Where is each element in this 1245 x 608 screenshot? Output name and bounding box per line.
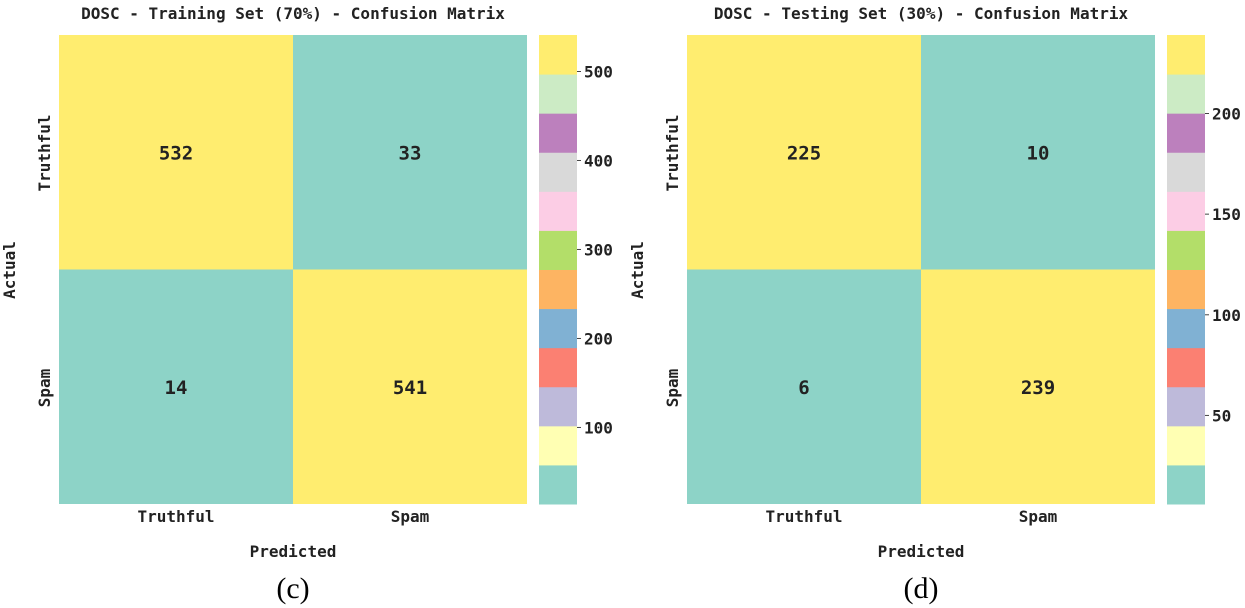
colorbar-segment — [539, 113, 577, 153]
cell-value-label: 532 — [159, 142, 193, 164]
colorbar-segment — [539, 152, 577, 192]
colorbar-tick-label: 200 — [1212, 105, 1241, 124]
colorbar-tick-label: 50 — [1212, 406, 1231, 425]
y-tick-label: Truthful — [35, 114, 54, 191]
colorbar-segment — [1167, 464, 1205, 505]
cell-value-label: 541 — [393, 377, 427, 399]
cell-value-label: 10 — [1027, 142, 1050, 164]
heatmap-cell — [293, 269, 527, 504]
x-axis-label: Predicted — [250, 542, 337, 561]
x-tick-label: Truthful — [765, 507, 842, 526]
cell-value-label: 6 — [798, 377, 809, 399]
colorbar-tick-label: 200 — [584, 329, 613, 348]
colorbar-segment — [539, 347, 577, 388]
colorbar-segment — [539, 386, 577, 427]
colorbar-segment — [539, 191, 577, 231]
y-tick-label: Truthful — [663, 114, 682, 191]
chart-title: DOSC - Training Set (70%) - Confusion Ma… — [81, 4, 505, 23]
colorbar-segment — [539, 464, 577, 505]
colorbar-tick-label: 300 — [584, 240, 613, 259]
heatmap-cell — [687, 35, 921, 270]
cell-value-label: 225 — [787, 142, 821, 164]
colorbar-tick-label: 100 — [584, 418, 613, 437]
cell-value-label: 14 — [165, 377, 188, 399]
x-tick-label: Spam — [391, 507, 430, 526]
heatmap-cell — [59, 269, 293, 504]
y-axis-label: Actual — [0, 241, 19, 299]
heatmap-cells: 532 33 14 541 — [59, 35, 527, 504]
figure-caption: (c) — [276, 572, 309, 605]
colorbar-tick-label: 400 — [584, 151, 613, 170]
colorbar-segment — [1167, 269, 1205, 310]
colorbar-tick-label: 100 — [1212, 306, 1241, 325]
colorbar-ticks: 50 100 150 200 — [1205, 105, 1241, 425]
colorbar — [1167, 35, 1205, 505]
colorbar-segment — [539, 308, 577, 349]
colorbar-segment — [1167, 308, 1205, 349]
x-axis-label: Predicted — [878, 542, 965, 561]
colorbar-segment — [1167, 35, 1205, 75]
heatmap-cell — [59, 35, 293, 270]
x-tick-label: Truthful — [137, 507, 214, 526]
colorbar-segment — [539, 35, 577, 75]
cell-value-label: 239 — [1021, 377, 1055, 399]
panel-training: DOSC - Training Set (70%) - Confusion Ma… — [0, 4, 613, 605]
y-tick-label: Spam — [35, 368, 54, 407]
colorbar-ticks: 100 200 300 400 500 — [577, 62, 613, 437]
heatmap-cell — [687, 269, 921, 504]
colorbar-tick-label: 500 — [584, 62, 613, 81]
colorbar-segment — [1167, 113, 1205, 153]
figure-caption: (d) — [904, 572, 939, 605]
panel-testing: DOSC - Testing Set (30%) - Confusion Mat… — [628, 4, 1241, 605]
colorbar-segment — [1167, 152, 1205, 192]
x-tick-label: Spam — [1019, 507, 1058, 526]
y-axis-label: Actual — [628, 241, 647, 299]
colorbar-segment — [539, 74, 577, 114]
colorbar-segment — [539, 230, 577, 270]
colorbar-segment — [1167, 347, 1205, 388]
chart-title: DOSC - Testing Set (30%) - Confusion Mat… — [714, 4, 1129, 23]
colorbar-tick-label: 150 — [1212, 205, 1241, 224]
colorbar-segment — [539, 425, 577, 466]
colorbar-segment — [1167, 425, 1205, 466]
colorbar — [539, 35, 577, 505]
colorbar-segment — [1167, 386, 1205, 427]
cell-value-label: 33 — [399, 142, 422, 164]
heatmap-cell — [921, 35, 1155, 270]
colorbar-segment — [1167, 191, 1205, 231]
colorbar-segment — [539, 269, 577, 310]
heatmap-cells: 225 10 6 239 — [687, 35, 1155, 504]
heatmap-cell — [293, 35, 527, 270]
heatmap-cell — [921, 269, 1155, 504]
colorbar-segment — [1167, 74, 1205, 114]
y-tick-label: Spam — [663, 368, 682, 407]
colorbar-segment — [1167, 230, 1205, 270]
